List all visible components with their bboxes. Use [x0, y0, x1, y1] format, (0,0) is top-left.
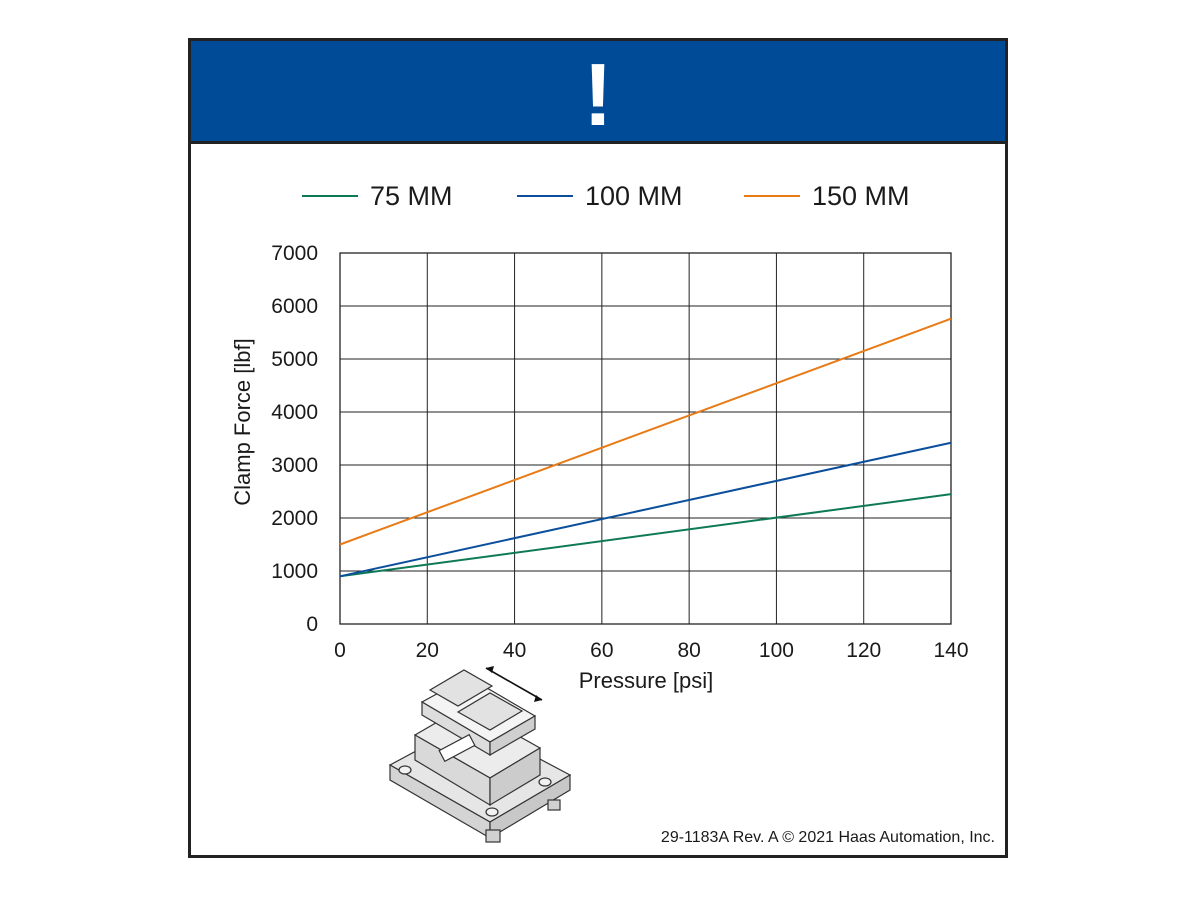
y-tick-label: 3000 [271, 454, 318, 477]
y-tick-label: 6000 [271, 295, 318, 318]
x-tick-label: 0 [334, 639, 346, 662]
axis-ticks: 0 20 40 60 80 100 120 140 0 1000 2000 3000 4000 5000 6… [271, 242, 968, 662]
x-tick-label: 100 [759, 639, 794, 662]
y-tick-label: 5000 [271, 348, 318, 371]
warning-label: ! 29-1183A Rev. A © 2021 Haas Automation… [188, 38, 1008, 858]
x-tick-label: 40 [503, 639, 526, 662]
vise-fixture-illustration [388, 666, 572, 843]
x-axis-title: Pressure [psi] [579, 668, 714, 693]
series-line-75-mm [339, 493, 952, 578]
exclamation-icon: ! [583, 45, 613, 144]
legend-label: 100 MM [585, 181, 683, 211]
y-axis-title: Clamp Force [lbf] [230, 338, 255, 506]
x-tick-label: 80 [677, 639, 700, 662]
y-tick-label: 0 [306, 613, 318, 636]
chart-grid [339, 252, 952, 625]
legend-label: 75 MM [370, 181, 453, 211]
y-tick-label: 7000 [271, 242, 318, 265]
plot-area-border [339, 252, 952, 625]
y-tick-label: 1000 [271, 560, 318, 583]
x-tick-label: 20 [416, 639, 439, 662]
chart-legend: 75 MM 100 MM 150 MM [302, 181, 910, 211]
x-tick-label: 60 [590, 639, 613, 662]
y-tick-label: 4000 [271, 401, 318, 424]
copyright-footer: 29-1183A Rev. A © 2021 Haas Automation, … [660, 829, 995, 846]
series-line-100-mm [339, 441, 952, 578]
series-line-150-mm [339, 317, 952, 546]
warning-banner: ! [191, 41, 1005, 144]
y-tick-label: 2000 [271, 507, 318, 530]
x-tick-label: 140 [933, 639, 968, 662]
legend-label: 150 MM [812, 181, 910, 211]
chart-series [339, 317, 952, 578]
x-tick-label: 120 [846, 639, 881, 662]
